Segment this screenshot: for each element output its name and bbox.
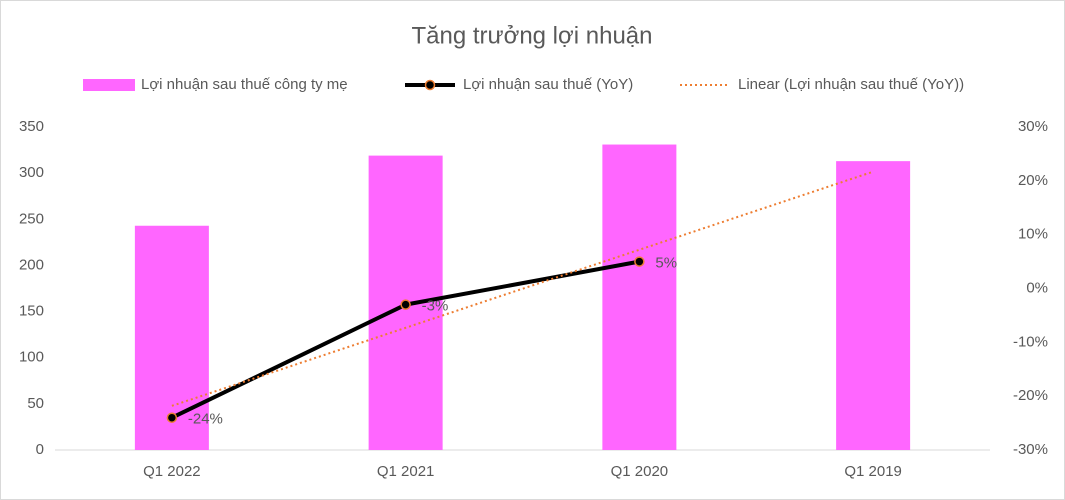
y2-tick-label: 30% bbox=[1018, 118, 1048, 135]
legend-label: Lợi nhuận sau thuế (YoY) bbox=[463, 76, 633, 93]
y-tick-label: 250 bbox=[19, 210, 44, 227]
bar bbox=[836, 161, 911, 450]
legend-swatch bbox=[83, 79, 135, 91]
y2-tick-label: -30% bbox=[1013, 441, 1048, 458]
line-marker bbox=[166, 412, 178, 423]
x-tick-label: Q1 2021 bbox=[377, 463, 435, 480]
data-label: -24% bbox=[188, 411, 223, 428]
y-tick-label: 100 bbox=[19, 349, 44, 366]
line-marker bbox=[400, 299, 411, 310]
y-tick-label: 0 bbox=[36, 441, 44, 458]
y2-tick-label: -10% bbox=[1013, 333, 1048, 350]
legend-marker bbox=[424, 79, 436, 91]
y2-tick-label: -20% bbox=[1013, 387, 1048, 404]
y2-tick-label: 0% bbox=[1026, 279, 1048, 296]
y-tick-label: 150 bbox=[19, 303, 44, 320]
legend-label: Lợi nhuận sau thuế công ty mẹ bbox=[141, 76, 348, 93]
y2-tick-label: 10% bbox=[1018, 226, 1048, 243]
line-marker bbox=[634, 256, 645, 267]
chart-title: Tăng trưởng lợi nhuận bbox=[411, 22, 652, 49]
data-label: -3% bbox=[422, 298, 449, 315]
y-tick-label: 50 bbox=[27, 395, 44, 412]
legend-label: Linear (Lợi nhuận sau thuế (YoY)) bbox=[738, 76, 964, 93]
x-tick-label: Q1 2020 bbox=[611, 463, 669, 480]
bar bbox=[602, 144, 677, 450]
y-tick-label: 350 bbox=[19, 118, 44, 135]
y-tick-label: 200 bbox=[19, 256, 44, 273]
y2-tick-label: 20% bbox=[1018, 172, 1048, 189]
trendline bbox=[171, 170, 874, 407]
x-tick-label: Q1 2019 bbox=[844, 463, 902, 480]
x-tick-label: Q1 2022 bbox=[143, 463, 201, 480]
data-label: 5% bbox=[655, 255, 677, 272]
y-tick-label: 300 bbox=[19, 164, 44, 181]
